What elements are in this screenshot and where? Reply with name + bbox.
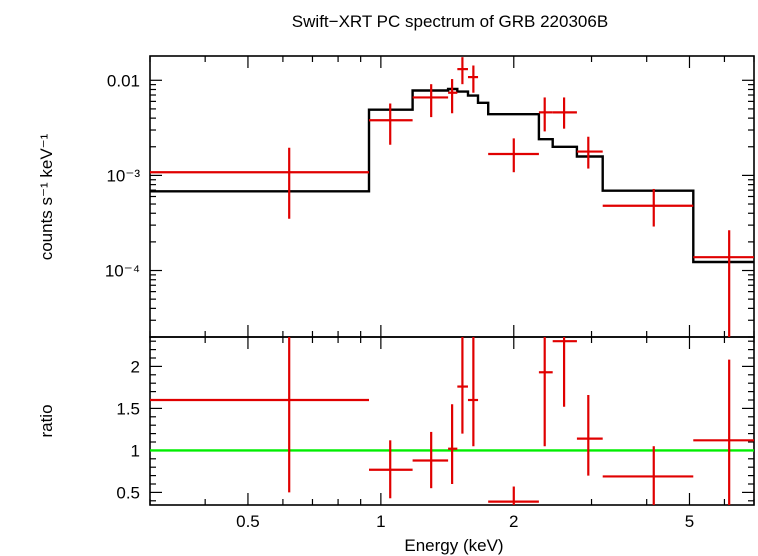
ratio-data-point bbox=[693, 359, 754, 505]
y-tick-label-spectrum: 10⁻³ bbox=[106, 166, 140, 185]
spectrum-data-point bbox=[369, 103, 413, 145]
ratio-data-point bbox=[538, 337, 553, 447]
spectrum-data-point bbox=[693, 230, 754, 337]
ratio-data-point bbox=[552, 337, 577, 407]
y-axis-label-spectrum: counts s⁻¹ keV⁻¹ bbox=[37, 133, 56, 260]
spectrum-data-point bbox=[150, 147, 370, 219]
ratio-data-point bbox=[369, 440, 413, 499]
y-tick-label-ratio: 1 bbox=[131, 441, 140, 460]
spectrum-data-point bbox=[576, 136, 603, 169]
ratio-data-point bbox=[467, 337, 479, 447]
x-tick-label: 5 bbox=[685, 512, 694, 531]
y-tick-label-ratio: 0.5 bbox=[116, 483, 140, 502]
ratio-data-point bbox=[576, 394, 603, 476]
x-axis-label: Energy (keV) bbox=[404, 536, 503, 555]
spectrum-data-point bbox=[538, 97, 553, 132]
y-axis-label-ratio: ratio bbox=[37, 404, 56, 437]
spectrum-data-point bbox=[457, 57, 468, 85]
x-tick-label: 1 bbox=[376, 512, 385, 531]
ratio-data-point bbox=[412, 431, 449, 489]
ratio-data-point bbox=[602, 446, 694, 505]
ratio-data-point bbox=[457, 337, 468, 434]
spectrum-data-point bbox=[488, 138, 539, 173]
ratio-data-point bbox=[150, 337, 370, 493]
plot-layer: 0.5 1 2 5 0.01 10⁻³ 10⁻⁴ 0.5 1 1.5 2 bbox=[105, 55, 755, 531]
x-tick-label: 2 bbox=[509, 512, 518, 531]
spectrum-data-point bbox=[602, 188, 694, 227]
y-tick-label-spectrum: 10⁻⁴ bbox=[105, 262, 140, 281]
y-tick-label-ratio: 1.5 bbox=[116, 399, 140, 418]
y-tick-label-spectrum: 0.01 bbox=[107, 71, 140, 90]
x-tick-label: 0.5 bbox=[236, 512, 260, 531]
spectrum-data-point bbox=[412, 84, 449, 118]
chart-title: Swift−XRT PC spectrum of GRB 220306B bbox=[292, 12, 608, 31]
spectrum-data-point bbox=[552, 97, 577, 129]
y-tick-label-ratio: 2 bbox=[131, 357, 140, 376]
ratio-data-point bbox=[448, 404, 458, 484]
ratio-data-point bbox=[488, 486, 539, 505]
spectrum-data-point bbox=[467, 65, 479, 93]
model-step-line bbox=[150, 87, 754, 264]
spectrum-data-point bbox=[448, 79, 458, 114]
ratio-panel-frame bbox=[149, 336, 755, 506]
